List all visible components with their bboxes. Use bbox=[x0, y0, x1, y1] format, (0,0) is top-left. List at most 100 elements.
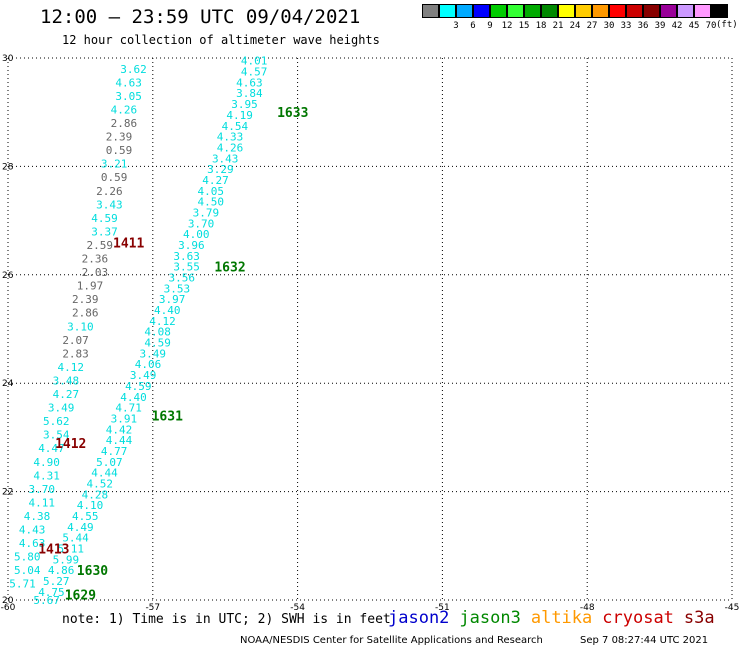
wave-height-value: 3.70 bbox=[188, 217, 215, 230]
wave-height-value: 2.86 bbox=[111, 117, 138, 130]
colorbar-swatch bbox=[507, 4, 524, 18]
wave-height-value: 3.43 bbox=[212, 152, 239, 165]
wave-height-value: 3.96 bbox=[178, 239, 205, 252]
wave-height-value: 0.59 bbox=[101, 171, 128, 184]
pass-label: 1412 bbox=[55, 437, 86, 452]
colorbar-swatch bbox=[490, 4, 507, 18]
wave-height-value: 4.59 bbox=[125, 380, 152, 393]
wave-height-value: 5.67 bbox=[33, 594, 60, 607]
mission-label-jason3: jason3 bbox=[459, 608, 521, 628]
wave-height-value: 5.07 bbox=[96, 456, 123, 469]
colorbar-swatch bbox=[541, 4, 558, 18]
colorbar-label: 9 bbox=[487, 21, 493, 31]
wave-height-value: 4.00 bbox=[183, 228, 210, 241]
wave-height-value: 4.40 bbox=[154, 304, 181, 317]
wave-height-value: 5.27 bbox=[43, 575, 70, 588]
pass-label: 1629 bbox=[65, 589, 96, 604]
mission-legend: jason2 jason3 altika cryosat s3a bbox=[388, 608, 725, 628]
colorbar-label: 12 bbox=[501, 21, 513, 31]
colorbar-swatch bbox=[626, 4, 643, 18]
wave-height-value: 3.79 bbox=[193, 206, 220, 219]
wave-height-value: 3.55 bbox=[173, 261, 200, 274]
colorbar-swatch bbox=[609, 4, 626, 18]
wave-height-value: 3.10 bbox=[67, 320, 94, 333]
wave-height-value: 3.53 bbox=[164, 282, 191, 295]
lat-tick-label: 26 bbox=[2, 271, 14, 281]
wave-height-value: 4.59 bbox=[91, 212, 118, 225]
wave-height-value: 4.05 bbox=[197, 185, 224, 198]
lon-tick-label: -45 bbox=[725, 603, 740, 613]
wave-height-value: 5.71 bbox=[9, 578, 36, 591]
wave-height-value: 1.97 bbox=[77, 280, 104, 293]
lat-tick-label: 20 bbox=[2, 596, 14, 606]
page-subtitle: 12 hour collection of altimeter wave hei… bbox=[62, 33, 380, 47]
wave-height-value: 4.63 bbox=[236, 76, 263, 89]
wave-height-value: 3.37 bbox=[91, 225, 118, 238]
wave-height-value: 4.38 bbox=[24, 510, 51, 523]
wave-height-value: 3.56 bbox=[169, 272, 196, 285]
wave-height-value: 4.01 bbox=[241, 55, 268, 68]
colorbar-label: 6 bbox=[470, 21, 476, 31]
wave-height-value: 4.33 bbox=[217, 131, 244, 144]
wave-height-value: 2.83 bbox=[62, 347, 89, 360]
wave-height-value: 4.27 bbox=[202, 174, 229, 187]
wave-height-value: 3.84 bbox=[236, 87, 263, 100]
wave-height-value: 3.54 bbox=[43, 429, 70, 442]
colorbar-label: 18 bbox=[535, 21, 547, 31]
wave-height-value: 2.86 bbox=[72, 307, 99, 320]
wave-height-value: 4.10 bbox=[77, 499, 104, 512]
wave-height-value: 4.54 bbox=[222, 120, 249, 133]
wave-height-value: 4.40 bbox=[120, 391, 147, 404]
wave-height-value: 4.27 bbox=[53, 388, 80, 401]
wave-height-value: 4.63 bbox=[115, 76, 142, 89]
colorbar-swatch bbox=[524, 4, 541, 18]
colorbar-swatch bbox=[456, 4, 473, 18]
colorbar-label: 3 bbox=[453, 21, 459, 31]
wave-height-value: 4.77 bbox=[101, 445, 128, 458]
wave-height-value: 2.03 bbox=[82, 266, 109, 279]
wave-height-value: 4.31 bbox=[33, 469, 60, 482]
wave-height-value: 5.04 bbox=[14, 564, 41, 577]
wave-height-value: 3.91 bbox=[111, 412, 138, 425]
wave-height-value: 3.49 bbox=[48, 402, 75, 415]
wave-height-value: 2.36 bbox=[82, 253, 109, 266]
wave-height-value: 3.95 bbox=[231, 98, 258, 111]
colorbar-label: 36 bbox=[637, 21, 649, 31]
wave-height-value: 3.97 bbox=[159, 293, 186, 306]
wave-height-value: 4.19 bbox=[226, 109, 253, 122]
pass-label: 1413 bbox=[38, 543, 69, 558]
colorbar-swatch bbox=[711, 4, 728, 18]
wave-height-value: 4.11 bbox=[29, 496, 56, 509]
wave-height-value: 2.59 bbox=[86, 239, 113, 252]
colorbar-swatch bbox=[558, 4, 575, 18]
colorbar-label: 27 bbox=[586, 21, 598, 31]
colorbar-units: (ft) bbox=[716, 20, 738, 30]
wave-height-value: 5.80 bbox=[14, 551, 41, 564]
colorbar-swatch bbox=[677, 4, 694, 18]
pass-label: 1632 bbox=[214, 261, 245, 276]
wave-height-value: 4.12 bbox=[149, 315, 176, 328]
wave-height-value: 4.28 bbox=[82, 488, 109, 501]
colorbar-label: 42 bbox=[671, 21, 683, 31]
credit-text: NOAA/NESDIS Center for Satellite Applica… bbox=[240, 635, 543, 646]
colorbar-swatch bbox=[575, 4, 592, 18]
wave-height-value: 4.71 bbox=[115, 402, 142, 415]
wave-height-value: 2.39 bbox=[72, 293, 99, 306]
wave-height-value: 4.49 bbox=[67, 521, 94, 534]
wave-height-value: 5.11 bbox=[57, 543, 84, 556]
wave-height-value: 3.49 bbox=[130, 369, 157, 382]
pass-label: 1411 bbox=[113, 236, 144, 251]
colorbar-label: 24 bbox=[569, 21, 581, 31]
wave-height-value: 3.62 bbox=[120, 63, 147, 76]
colorbar-label: 39 bbox=[654, 21, 666, 31]
wave-height-value: 4.12 bbox=[57, 361, 84, 374]
lat-tick-label: 22 bbox=[2, 488, 13, 498]
colorbar-swatch bbox=[694, 4, 711, 18]
wave-height-value: 4.26 bbox=[111, 103, 138, 116]
colorbar-label: 70 bbox=[705, 21, 717, 31]
lon-tick-label: -54 bbox=[290, 603, 305, 613]
pass-label: 1631 bbox=[152, 410, 183, 425]
wave-height-value: 4.06 bbox=[135, 358, 162, 371]
footer-note: note: 1) Time is in UTC; 2) SWH is in fe… bbox=[62, 612, 391, 627]
colorbar-swatch bbox=[643, 4, 660, 18]
